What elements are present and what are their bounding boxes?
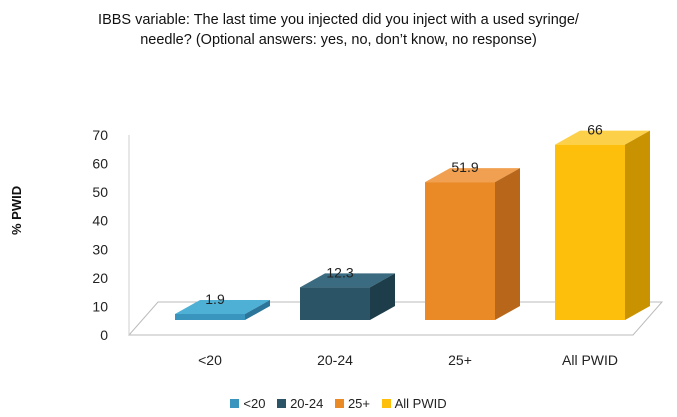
- bar-top: [555, 130, 650, 145]
- x-tick-label: 25+: [448, 352, 472, 368]
- x-tick-label: 20-24: [317, 352, 353, 368]
- bar-4: [555, 130, 650, 320]
- bar-side: [370, 273, 395, 320]
- bar-side: [495, 168, 520, 320]
- legend: <20 20-24 25+ All PWID: [0, 396, 677, 411]
- bar-side: [625, 130, 650, 320]
- y-tick-label: 70: [92, 127, 108, 143]
- legend-swatch-2: [277, 399, 287, 408]
- legend-item-2: 20-24: [277, 396, 323, 411]
- data-label: 1.9: [205, 291, 225, 307]
- bar-2: [300, 273, 395, 320]
- bar-front: [175, 314, 245, 320]
- legend-label-3: 25+: [347, 396, 370, 411]
- legend-label-4: All PWID: [394, 396, 447, 411]
- legend-swatch-3: [334, 399, 344, 408]
- bar-series: [175, 130, 650, 320]
- y-tick-label: 50: [92, 184, 108, 200]
- chart-title-line-1: IBBS variable: The last time you injecte…: [98, 12, 579, 28]
- bar-front: [425, 182, 495, 320]
- y-tick-label: 20: [92, 270, 108, 286]
- data-label: 66: [587, 122, 603, 138]
- data-label: 12.3: [326, 264, 353, 280]
- bar-front: [555, 144, 625, 320]
- bar-1: [175, 300, 270, 320]
- data-labels: 1.9 12.3 51.9 66: [205, 122, 603, 307]
- bar-front: [300, 287, 370, 320]
- legend-label-2: 20-24: [290, 396, 324, 411]
- y-tick-label: 0: [100, 327, 108, 343]
- legend-item-1: <20: [230, 396, 265, 411]
- data-label: 51.9: [451, 159, 478, 175]
- y-tick-label: 60: [92, 156, 108, 172]
- chart-title-line-2: needle? (Optional answers: yes, no, don’…: [140, 32, 537, 48]
- bar-3: [425, 168, 520, 320]
- bar-top: [425, 168, 520, 183]
- y-tick-label: 40: [92, 213, 108, 229]
- chart-title: IBBS variable: The last time you injecte…: [0, 10, 677, 50]
- bar-top: [175, 300, 270, 314]
- legend-swatch-1: [230, 399, 240, 408]
- legend-item-3: 25+: [334, 396, 370, 411]
- y-tick-label: 30: [92, 241, 108, 257]
- bar-top: [300, 273, 395, 288]
- y-tick-label: 10: [92, 298, 108, 314]
- x-axis: <20 20-24 25+ All PWID: [198, 352, 618, 368]
- legend-item-4: All PWID: [381, 396, 447, 411]
- x-tick-label: <20: [198, 352, 222, 368]
- y-axis: 0 10 20 30 40 50 60 70: [92, 127, 130, 343]
- x-tick-label: All PWID: [562, 352, 618, 368]
- legend-swatch-4: [381, 399, 391, 408]
- bar-side: [245, 300, 270, 320]
- legend-label-1: <20: [243, 396, 266, 411]
